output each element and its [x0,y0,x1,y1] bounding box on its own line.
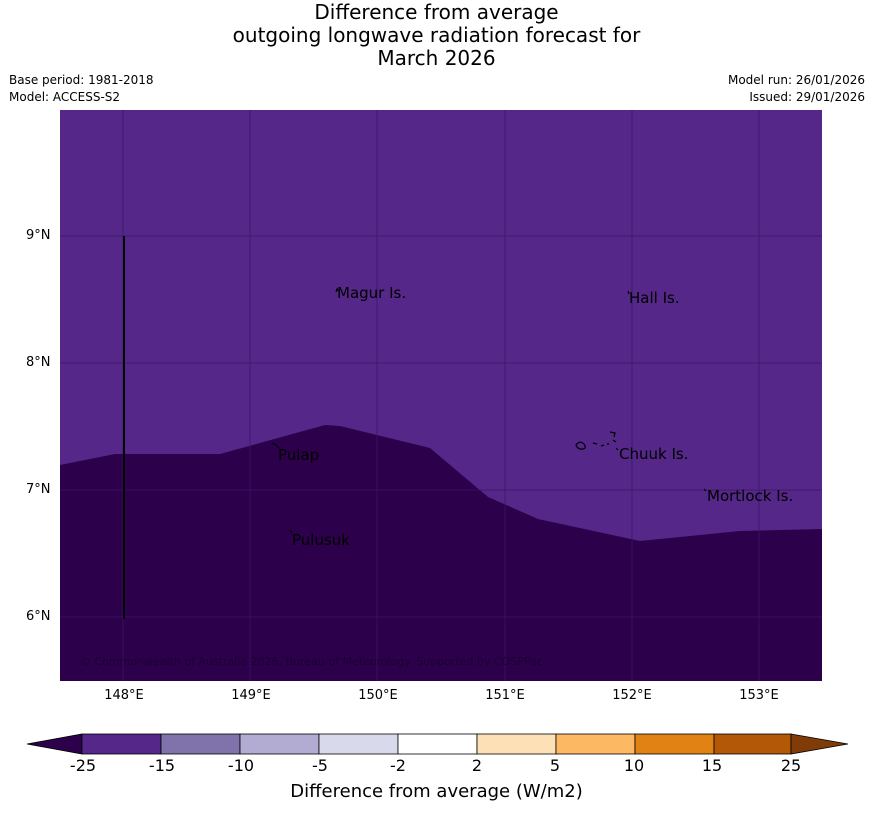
map-title-line-2: outgoing longwave radiation forecast for [232,23,641,47]
colorbar-segment-7 [555,733,636,755]
longitude-label-152e: 152°E [612,688,652,703]
longitude-label-150e: 150°E [358,688,398,703]
place-label-chuuk: Chuuk Is. [619,445,688,463]
colorbar-segment-1 [81,733,162,755]
longitude-label-151e: 151°E [485,688,525,703]
place-label-magur: Magur Is. [337,284,406,302]
place-label-mortlock: Mortlock Is. [707,487,793,505]
colorbar-tick-label: -15 [148,756,176,775]
place-label-hall: Hall Is. [629,289,680,307]
island-marks [271,287,707,534]
model-text: Model: ACCESS-S2 [9,90,121,104]
colorbar-tick-label: 15 [701,756,723,775]
colorbar-tick-label: -2 [390,756,406,775]
colorbar-segment-4 [318,733,399,755]
latitude-label-9n: 9°N [26,228,51,243]
colorbar-segment-9 [713,733,792,755]
place-label-pulusuk: Pulusuk [292,531,350,549]
issued-text: Issued: 29/01/2026 [749,90,865,104]
colorbar-tick-label: 25 [780,756,802,775]
colorbar-tick-label: -25 [69,756,97,775]
colorbar-segment-3 [239,733,320,755]
copyright-text: © Commonwealth of Australia 2026, Bureau… [80,655,543,668]
colorbar-tick-label: -10 [227,756,255,775]
map-title-line-3: March 2026 [377,46,496,70]
colorbar-segment-2 [160,733,241,755]
map-title-line-1: Difference from average [314,0,559,24]
colorbar-segment-6 [476,733,557,755]
longitude-label-149e: 149°E [231,688,271,703]
colorbar-tick-label: 5 [549,756,561,775]
colorbar-tick-label: 2 [471,756,483,775]
colorbar-segment-below-min [26,733,83,755]
colorbar-segment-8 [634,733,715,755]
latitude-label-8n: 8°N [26,355,51,370]
map-panel: Magur Is. Hall Is. Pulap Chuuk Is. Mortl… [60,110,822,681]
place-label-pulap: Pulap [278,446,319,464]
base-period-text: Base period: 1981-2018 [9,73,154,87]
longitude-label-148e: 148°E [104,688,144,703]
colorbar-title: Difference from average (W/m2) [290,781,583,802]
colorbar-tick-label: 10 [623,756,645,775]
colorbar-segment-above-max [790,733,849,755]
colorbar-tick-label: -5 [312,756,328,775]
longitude-label-153e: 153°E [739,688,779,703]
model-run-text: Model run: 26/01/2026 [727,73,865,87]
colorbar-segment-5 [397,733,478,755]
colorbar [26,733,849,755]
latitude-label-7n: 7°N [26,482,51,497]
latitude-label-6n: 6°N [26,609,51,624]
